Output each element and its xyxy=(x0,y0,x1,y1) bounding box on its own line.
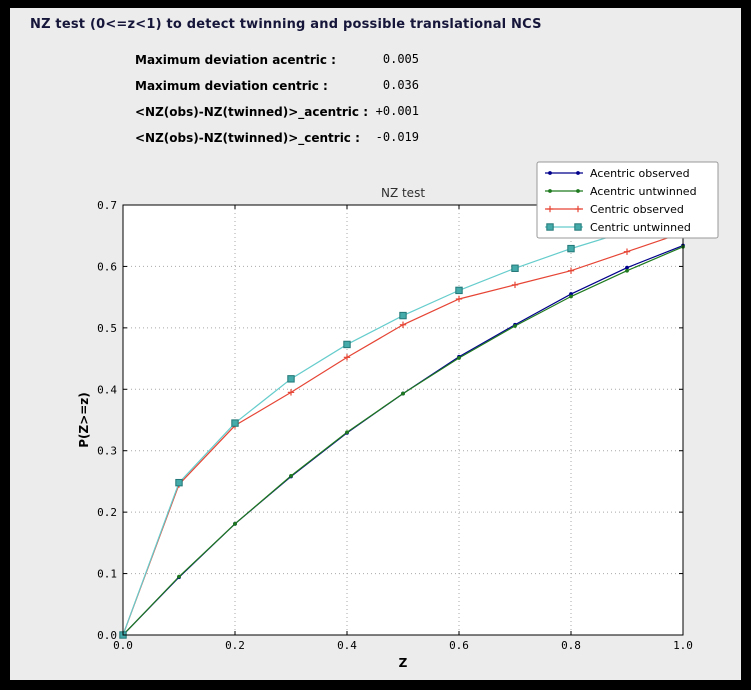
marker-dot xyxy=(625,265,629,270)
y-axis-label: P(Z>=z) xyxy=(77,392,91,448)
stat-value: +0.001 xyxy=(375,104,419,118)
x-tick-label: 0.6 xyxy=(449,639,469,652)
y-tick-label: 0.7 xyxy=(97,199,117,212)
stat-row-max-dev-acentric: Maximum deviation acentric : 0.005 xyxy=(135,46,445,72)
stat-label: Maximum deviation acentric : xyxy=(135,53,336,67)
legend-entry-label: Centric observed xyxy=(590,203,684,216)
marker-dot xyxy=(625,268,629,273)
marker-square xyxy=(175,478,183,487)
marker-square xyxy=(567,244,575,253)
marker-dot xyxy=(569,294,573,299)
marker-dot xyxy=(576,189,580,193)
plot-area xyxy=(123,205,683,635)
marker-square xyxy=(399,311,407,320)
marker-dot xyxy=(233,521,237,526)
marker-dot xyxy=(401,391,405,396)
x-tick-label: 0.0 xyxy=(113,639,133,652)
y-tick-label: 0.0 xyxy=(97,629,117,642)
marker-square xyxy=(343,340,351,349)
marker-dot xyxy=(177,574,181,579)
x-axis-label: Z xyxy=(399,656,408,670)
marker-square xyxy=(455,286,463,295)
stats-block: Maximum deviation acentric : 0.005 Maxim… xyxy=(135,46,445,150)
marker-square xyxy=(231,419,239,427)
legend-entry-label: Acentric untwinned xyxy=(590,185,697,198)
stat-value: 0.036 xyxy=(382,78,419,92)
chart-title: NZ test xyxy=(381,186,425,200)
stat-label: <NZ(obs)-NZ(twinned)>_acentric : xyxy=(135,105,368,119)
stat-row-max-dev-centric: Maximum deviation centric : 0.036 xyxy=(135,72,445,98)
marker-square xyxy=(574,223,582,231)
marker-dot xyxy=(457,356,461,360)
marker-dot xyxy=(576,171,580,175)
marker-square xyxy=(287,375,295,383)
x-tick-label: 0.2 xyxy=(225,639,245,652)
marker-dot xyxy=(513,324,517,328)
marker-dot xyxy=(548,189,552,193)
y-tick-label: 0.6 xyxy=(97,260,117,273)
y-tick-label: 0.5 xyxy=(97,322,117,335)
legend-box xyxy=(536,161,719,239)
stat-value: 0.005 xyxy=(382,52,419,66)
stat-label: <NZ(obs)-NZ(twinned)>_centric : xyxy=(135,131,360,145)
x-tick-label: 1.0 xyxy=(673,639,693,652)
y-tick-label: 0.4 xyxy=(97,383,117,396)
plot-heading: NZ test (0<=z<1) to detect twinning and … xyxy=(30,17,542,32)
marker-dot xyxy=(289,474,293,478)
stat-row-nz-diff-acentric: <NZ(obs)-NZ(twinned)>_acentric : +0.001 xyxy=(135,98,445,124)
stat-value: -0.019 xyxy=(375,130,419,144)
plot-frame xyxy=(122,204,684,636)
marker-dot xyxy=(345,430,349,435)
legend-entry-label: Acentric observed xyxy=(590,167,690,180)
stat-label: Maximum deviation centric : xyxy=(135,79,328,93)
x-tick-label: 0.8 xyxy=(561,639,581,652)
y-tick-label: 0.3 xyxy=(97,445,117,458)
y-tick-label: 0.2 xyxy=(97,506,117,519)
y-tick-label: 0.1 xyxy=(97,568,117,581)
marker-square xyxy=(546,223,554,231)
x-tick-label: 0.4 xyxy=(337,639,357,652)
legend-entry-label: Centric untwinned xyxy=(590,221,691,234)
marker-square xyxy=(511,264,519,272)
marker-dot xyxy=(548,171,552,175)
stat-row-nz-diff-centric: <NZ(obs)-NZ(twinned)>_centric : -0.019 xyxy=(135,124,445,150)
